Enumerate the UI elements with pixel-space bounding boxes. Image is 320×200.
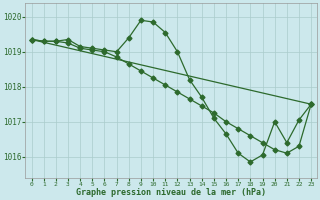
X-axis label: Graphe pression niveau de la mer (hPa): Graphe pression niveau de la mer (hPa) (76, 188, 266, 197)
